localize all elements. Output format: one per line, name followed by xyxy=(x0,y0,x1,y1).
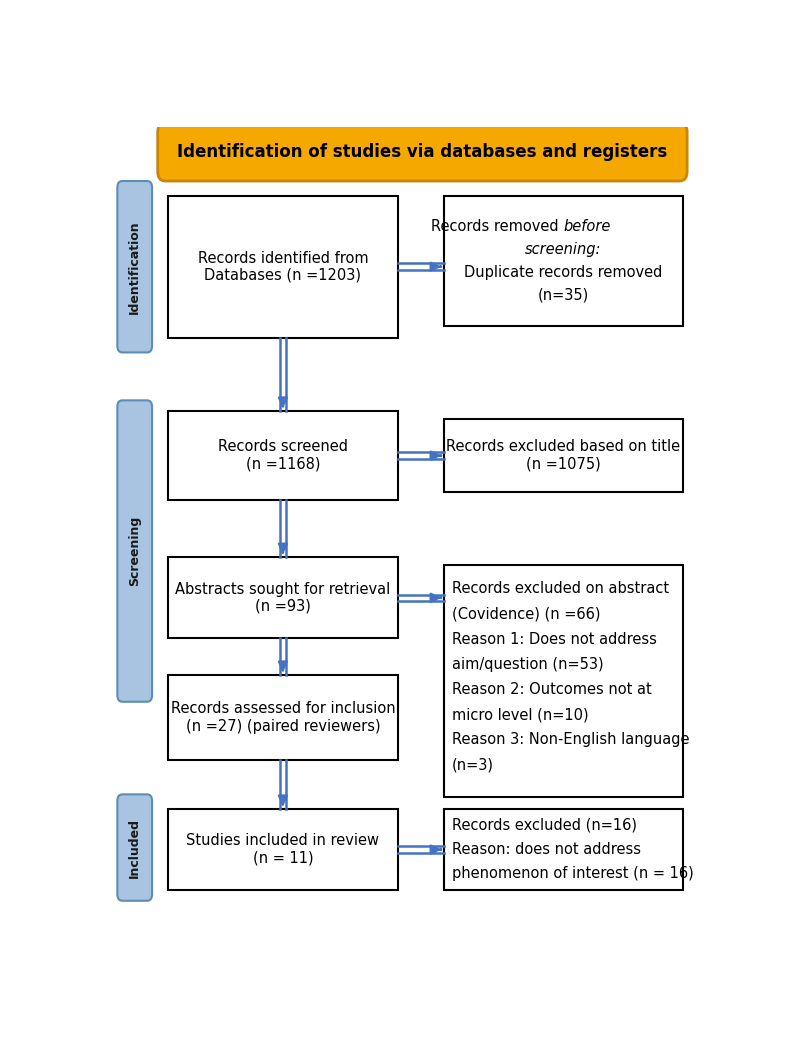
FancyBboxPatch shape xyxy=(168,557,398,638)
FancyBboxPatch shape xyxy=(444,195,683,326)
Text: Records assessed for inclusion
(n =27) (paired reviewers): Records assessed for inclusion (n =27) (… xyxy=(170,702,395,734)
Text: Studies included in review
(n = 11): Studies included in review (n = 11) xyxy=(186,833,379,866)
FancyBboxPatch shape xyxy=(158,122,687,181)
FancyBboxPatch shape xyxy=(444,565,683,797)
Text: Records screened
(n =1168): Records screened (n =1168) xyxy=(218,439,348,472)
Text: Records excluded on abstract: Records excluded on abstract xyxy=(451,581,669,596)
FancyBboxPatch shape xyxy=(118,794,152,901)
Text: Records removed: Records removed xyxy=(431,219,563,234)
FancyBboxPatch shape xyxy=(118,181,152,352)
Text: Identification: Identification xyxy=(128,219,142,313)
FancyBboxPatch shape xyxy=(168,195,398,338)
FancyBboxPatch shape xyxy=(444,419,683,492)
Text: Duplicate records removed: Duplicate records removed xyxy=(464,265,662,280)
Text: Reason 2: Outcomes not at: Reason 2: Outcomes not at xyxy=(451,683,651,697)
Text: Identification of studies via databases and registers: Identification of studies via databases … xyxy=(178,142,667,160)
Text: (n=35): (n=35) xyxy=(538,287,589,302)
FancyBboxPatch shape xyxy=(168,410,398,500)
Text: Reason 1: Does not address: Reason 1: Does not address xyxy=(451,632,657,647)
FancyBboxPatch shape xyxy=(168,809,398,890)
Text: phenomenon of interest (n = 16): phenomenon of interest (n = 16) xyxy=(451,866,694,882)
FancyBboxPatch shape xyxy=(118,400,152,702)
Text: Abstracts sought for retrieval
(n =93): Abstracts sought for retrieval (n =93) xyxy=(175,581,390,614)
Text: (Covidence) (n =66): (Covidence) (n =66) xyxy=(451,607,600,621)
Text: before: before xyxy=(563,219,611,234)
FancyBboxPatch shape xyxy=(444,809,683,890)
FancyBboxPatch shape xyxy=(168,675,398,761)
Text: Screening: Screening xyxy=(128,516,142,587)
Text: Reason 3: Non-English language: Reason 3: Non-English language xyxy=(451,732,689,747)
Text: Records excluded (n=16): Records excluded (n=16) xyxy=(451,818,637,832)
Text: aim/question (n=53): aim/question (n=53) xyxy=(451,657,603,672)
Text: screening:: screening: xyxy=(526,242,602,256)
Text: (n=3): (n=3) xyxy=(451,757,494,772)
Text: Records identified from
Databases (n =1203): Records identified from Databases (n =12… xyxy=(198,250,368,283)
Text: Reason: does not address: Reason: does not address xyxy=(451,842,641,857)
Text: micro level (n=10): micro level (n=10) xyxy=(451,707,588,723)
Text: Records excluded based on title
(n =1075): Records excluded based on title (n =1075… xyxy=(446,439,681,472)
Text: Included: Included xyxy=(128,818,142,878)
